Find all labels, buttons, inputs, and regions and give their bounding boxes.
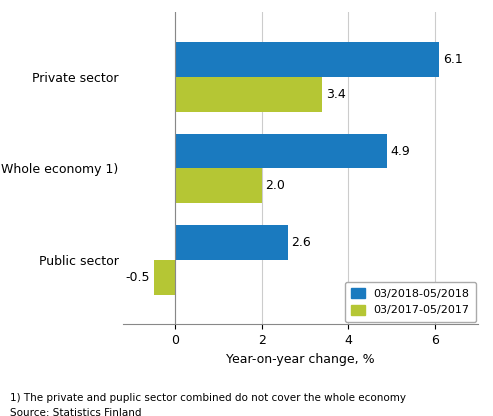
Text: 4.9: 4.9: [391, 144, 411, 158]
Bar: [175, 134, 387, 168]
Bar: [153, 260, 175, 295]
Bar: [175, 225, 288, 260]
Text: 6.1: 6.1: [443, 53, 462, 66]
Text: 2.0: 2.0: [265, 179, 285, 193]
Bar: [175, 42, 439, 77]
Bar: [175, 168, 262, 203]
Text: Source: Statistics Finland: Source: Statistics Finland: [10, 408, 141, 416]
Text: 2.6: 2.6: [291, 236, 311, 249]
Bar: [175, 77, 322, 111]
X-axis label: Year-on-year change, %: Year-on-year change, %: [226, 353, 375, 366]
Text: -0.5: -0.5: [126, 271, 150, 284]
Legend: 03/2018-05/2018, 03/2017-05/2017: 03/2018-05/2018, 03/2017-05/2017: [345, 282, 476, 322]
Text: 3.4: 3.4: [326, 88, 346, 101]
Text: 1) The private and puplic sector combined do not cover the whole economy: 1) The private and puplic sector combine…: [10, 393, 406, 403]
